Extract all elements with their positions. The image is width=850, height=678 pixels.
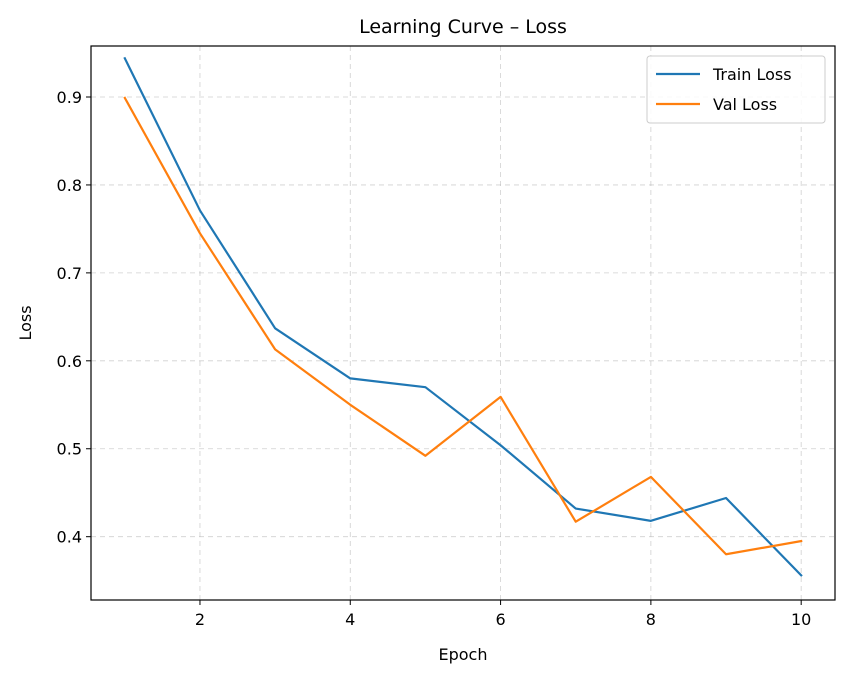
y-tick-label: 0.4 [57,528,82,547]
x-axis-ticks: 2 4 6 8 10 [195,600,811,629]
grid-lines [91,46,835,600]
x-tick-label: 6 [495,610,505,629]
y-tick-label: 0.5 [57,440,82,459]
plot-frame [90,45,836,601]
legend-box [646,55,826,124]
x-axis-label: Epoch [439,645,488,664]
x-tick-label: 4 [345,610,355,629]
legend-label-train-loss: Train Loss [712,65,792,84]
series-line-train-loss [123,56,803,577]
x-tick-label: 8 [646,610,656,629]
y-tick-label: 0.8 [57,176,82,195]
y-axis-ticks: 0.4 0.5 0.6 0.7 0.8 0.9 [57,88,91,547]
y-tick-label: 0.7 [57,264,82,283]
y-axis-label: Loss [16,305,35,340]
legend: Train Loss Val Loss [646,55,826,124]
y-tick-label: 0.9 [57,88,82,107]
y-tick-label: 0.6 [57,352,82,371]
legend-label-val-loss: Val Loss [713,95,777,114]
series-line-val-loss [123,96,803,556]
series-lines [123,56,803,577]
x-tick-label: 10 [791,610,811,629]
chart-title: Learning Curve – Loss [359,16,567,38]
x-tick-label: 2 [195,610,205,629]
